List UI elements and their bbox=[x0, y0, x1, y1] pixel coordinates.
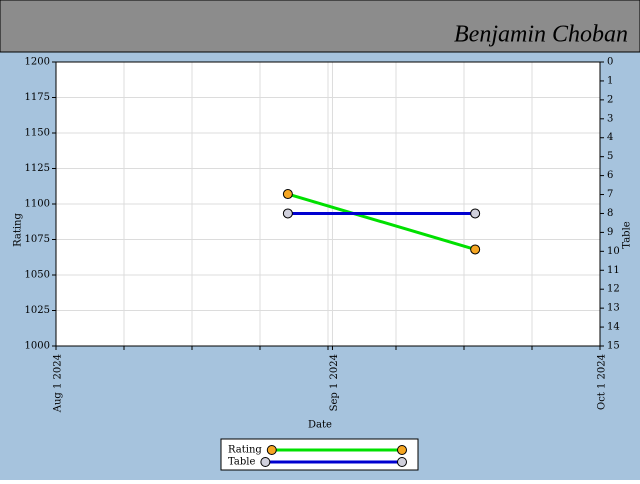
y-tick-label: 1025 bbox=[25, 305, 50, 316]
x-tick-label: Sep 1 2024 bbox=[329, 354, 340, 411]
x-tick-label: Aug 1 2024 bbox=[53, 354, 64, 413]
y2-tick-label: 9 bbox=[607, 227, 613, 238]
y2-tick-label: 12 bbox=[607, 284, 620, 295]
header-bar bbox=[0, 0, 640, 53]
y2-tick-label: 10 bbox=[607, 246, 620, 257]
y2-tick-label: 7 bbox=[607, 189, 613, 200]
legend-marker bbox=[260, 457, 271, 467]
y2-tick-label: 2 bbox=[607, 94, 613, 105]
y-axis-title: Rating bbox=[13, 213, 24, 247]
legend-marker bbox=[397, 445, 407, 455]
legend-label: Table bbox=[228, 457, 255, 468]
y-tick-label: 1050 bbox=[25, 270, 50, 281]
y2-tick-label: 15 bbox=[607, 341, 620, 352]
point bbox=[470, 244, 481, 255]
y-tick-label: 1075 bbox=[25, 234, 50, 245]
y2-tick-label: 11 bbox=[607, 265, 620, 276]
point bbox=[282, 189, 293, 200]
point bbox=[470, 208, 481, 219]
y2-tick-label: 13 bbox=[607, 303, 620, 314]
y2-tick-label: 1 bbox=[607, 75, 613, 86]
y-tick-label: 1175 bbox=[25, 92, 50, 103]
y-tick-label: 1200 bbox=[25, 57, 50, 68]
point bbox=[282, 208, 293, 219]
x-axis-title: Date bbox=[308, 420, 332, 431]
y-tick-label: 1150 bbox=[25, 128, 50, 139]
plot-frame bbox=[55, 61, 601, 347]
y2-axis-title: Table bbox=[622, 221, 633, 248]
y2-tick-label: 8 bbox=[607, 208, 613, 219]
x-tick-label: Oct 1 2024 bbox=[597, 354, 608, 410]
y2-tick-label: 6 bbox=[607, 170, 613, 181]
legend-box bbox=[220, 438, 419, 471]
y2-tick-label: 5 bbox=[607, 151, 613, 162]
legend-marker bbox=[266, 445, 277, 455]
legend-marker bbox=[397, 457, 407, 467]
y2-tick-label: 3 bbox=[607, 113, 613, 124]
y-tick-label: 1000 bbox=[25, 341, 50, 352]
y-tick-label: 1100 bbox=[25, 199, 50, 210]
legend-label: Rating bbox=[228, 445, 262, 456]
series-line bbox=[287, 192, 476, 251]
y2-tick-label: 4 bbox=[607, 132, 613, 143]
header-name: Benjamin Choban bbox=[454, 22, 628, 48]
y2-tick-label: 14 bbox=[607, 322, 620, 333]
y-tick-label: 1125 bbox=[25, 163, 50, 174]
y2-tick-label: 0 bbox=[607, 57, 613, 68]
